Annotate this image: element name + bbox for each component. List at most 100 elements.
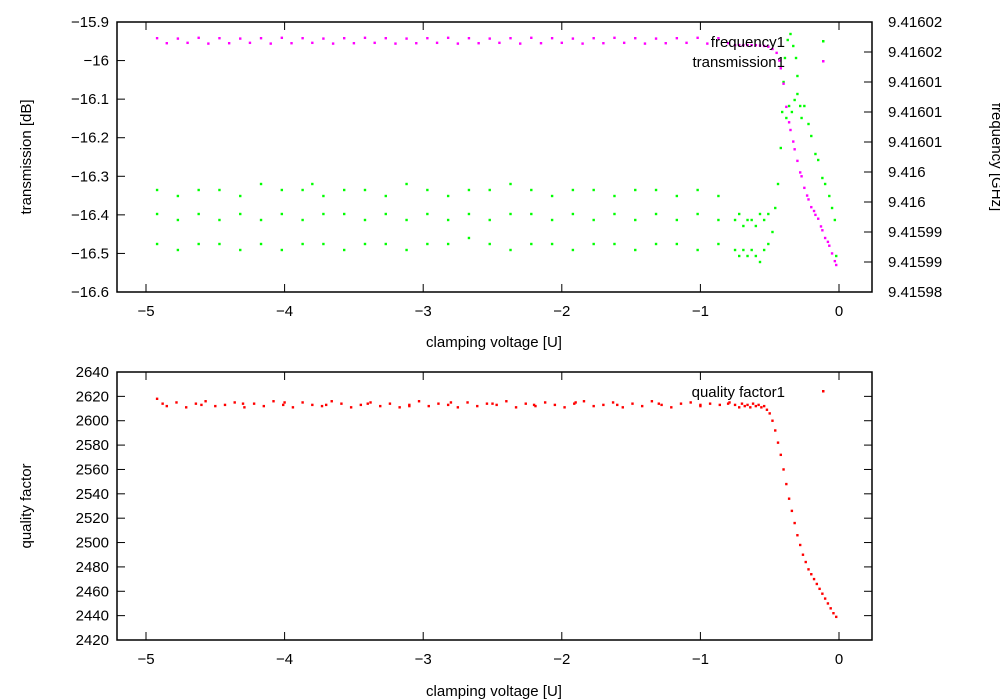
data-point-frequency1 (509, 248, 512, 252)
data-point-frequency1 (750, 218, 753, 222)
data-point-transmission1 (823, 236, 827, 240)
data-point-transmission1 (792, 140, 795, 143)
y2-tick-label: 9.41601 (888, 74, 942, 91)
data-point-frequency1 (762, 218, 766, 222)
y-tick-label: 2480 (76, 559, 109, 576)
data-point-frequency1 (810, 134, 813, 138)
data-point-quality-factor1 (650, 400, 654, 403)
data-point-quality-factor1 (679, 402, 683, 405)
data-point-frequency1 (280, 212, 284, 216)
data-point-quality-factor1 (708, 402, 712, 405)
data-point-frequency1 (675, 194, 679, 198)
data-point-frequency1 (675, 218, 679, 222)
data-point-transmission1 (664, 42, 667, 45)
data-point-frequency1 (363, 188, 367, 192)
data-point-quality-factor1 (456, 406, 460, 409)
data-point-quality-factor1 (670, 406, 673, 409)
bottom-plot-frame (116, 371, 873, 641)
data-point-quality-factor1 (804, 560, 807, 564)
data-point-quality-factor1 (823, 597, 827, 600)
data-point-frequency1 (176, 194, 180, 198)
data-point-transmission1 (622, 41, 626, 45)
data-point-transmission1 (550, 37, 554, 40)
data-point-quality-factor1 (366, 402, 369, 405)
y-tick-label: 2620 (76, 388, 109, 405)
data-point-frequency1 (467, 236, 471, 240)
data-point-frequency1 (823, 182, 827, 186)
data-point-frequency1 (197, 212, 200, 216)
data-point-transmission1 (812, 209, 816, 213)
data-point-frequency1 (833, 218, 837, 222)
data-point-quality-factor1 (640, 404, 644, 408)
data-point-transmission1 (793, 148, 796, 151)
data-point-frequency1 (239, 194, 242, 198)
data-point-frequency1 (767, 212, 770, 216)
data-point-frequency1 (176, 218, 180, 222)
data-point-frequency1 (259, 242, 263, 246)
data-point-transmission1 (643, 42, 647, 45)
data-point-transmission1 (767, 45, 770, 48)
data-point-quality-factor1 (175, 401, 178, 404)
data-point-frequency1 (738, 212, 741, 216)
data-point-frequency1 (218, 242, 221, 246)
data-point-transmission1 (498, 41, 501, 45)
data-point-frequency1 (550, 194, 554, 198)
data-point-frequency1 (426, 188, 429, 192)
data-point-frequency1 (363, 242, 367, 246)
y-tick-label: −16.2 (71, 130, 109, 147)
data-point-quality-factor1 (738, 406, 741, 409)
data-point-frequency1 (654, 212, 658, 216)
data-point-quality-factor1 (340, 402, 343, 405)
data-point-frequency1 (155, 188, 159, 192)
data-point-frequency1 (405, 248, 408, 252)
data-point-quality-factor1 (408, 404, 411, 408)
data-point-quality-factor1 (563, 406, 566, 409)
data-point-frequency1 (793, 98, 796, 102)
data-point-quality-factor1 (616, 403, 619, 407)
data-point-frequency1 (311, 182, 314, 186)
data-point-frequency1 (301, 218, 304, 222)
data-point-frequency1 (796, 74, 799, 78)
data-point-frequency1 (790, 110, 794, 114)
legend-marker (822, 390, 825, 393)
data-point-quality-factor1 (790, 509, 794, 513)
x-tick-label: −1 (692, 303, 709, 320)
data-point-quality-factor1 (311, 403, 314, 407)
x-tick-label: 0 (835, 651, 843, 668)
data-point-frequency1 (798, 104, 802, 108)
x-tick-label: −3 (415, 303, 432, 320)
x-tick-label: −3 (415, 651, 432, 668)
data-point-transmission1 (826, 240, 830, 244)
data-point-transmission1 (477, 42, 480, 45)
data-point-quality-factor1 (446, 403, 450, 407)
data-point-transmission1 (805, 194, 809, 197)
data-point-frequency1 (783, 56, 787, 60)
data-point-frequency1 (821, 176, 824, 180)
data-point-transmission1 (207, 42, 210, 45)
data-point-quality-factor1 (252, 402, 256, 405)
data-point-quality-factor1 (621, 406, 624, 409)
y2-tick-label: 9.41601 (888, 104, 942, 121)
x-tick-label: 0 (835, 303, 843, 320)
data-point-transmission1 (446, 36, 450, 40)
data-point-quality-factor1 (798, 543, 802, 547)
data-point-frequency1 (807, 122, 810, 126)
data-point-quality-factor1 (241, 402, 245, 405)
data-point-frequency1 (696, 212, 699, 216)
data-point-quality-factor1 (532, 403, 536, 407)
data-point-frequency1 (696, 248, 699, 252)
data-point-quality-factor1 (611, 401, 615, 404)
data-point-quality-factor1 (602, 403, 605, 407)
data-point-frequency1 (301, 242, 304, 246)
data-point-frequency1 (738, 254, 741, 258)
data-point-transmission1 (259, 37, 263, 40)
bottom-y-axis-label: quality factor (18, 463, 35, 548)
data-point-frequency1 (155, 242, 159, 246)
data-point-frequency1 (767, 242, 770, 246)
data-point-quality-factor1 (437, 402, 440, 405)
data-point-quality-factor1 (291, 406, 295, 409)
data-point-quality-factor1 (818, 587, 821, 591)
data-point-frequency1 (218, 218, 221, 222)
data-point-quality-factor1 (746, 403, 749, 407)
y-tick-label: 2440 (76, 608, 109, 625)
